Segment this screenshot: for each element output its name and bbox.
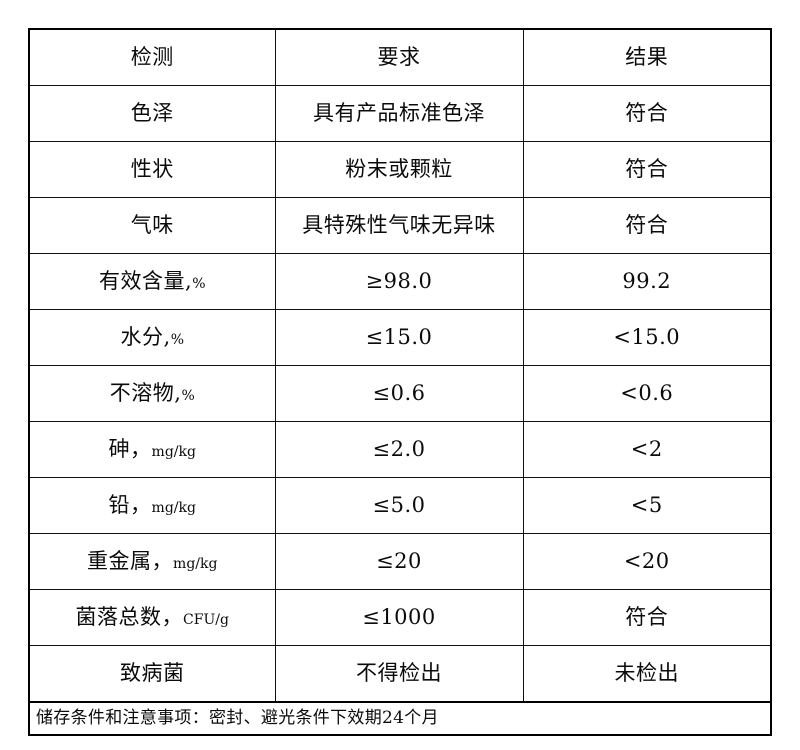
item-unit: % bbox=[181, 388, 195, 405]
cell-requirement: ≤15.0 bbox=[274, 309, 524, 366]
result-value: 符合 bbox=[625, 101, 669, 126]
table-row: 不溶物,% ≤0.6 <0.6 bbox=[28, 365, 772, 422]
requirement-value: ≤1000 bbox=[362, 605, 436, 630]
cell-result: 符合 bbox=[522, 589, 772, 646]
item-name: 重金属， bbox=[87, 549, 174, 574]
table-row: 水分,% ≤15.0 <15.0 bbox=[28, 309, 772, 366]
result-value: <15.0 bbox=[613, 325, 681, 350]
table-row: 气味 具特殊性气味无异味 符合 bbox=[28, 197, 772, 254]
storage-note-cell: 储存条件和注意事项：密封、避光条件下效期24个月 bbox=[28, 701, 772, 736]
spec-table-container: 检测 要求 结果 色泽 具有产品标准色泽 符合 性状 bbox=[28, 28, 772, 736]
item-unit: mg/kg bbox=[151, 500, 196, 517]
column-header-result-label: 结果 bbox=[625, 45, 669, 70]
item-name: 菌落总数， bbox=[75, 605, 184, 630]
item-name: 性状 bbox=[130, 157, 174, 182]
cell-requirement: 具特殊性气味无异味 bbox=[274, 197, 524, 254]
column-header-result: 结果 bbox=[522, 28, 772, 86]
result-value: 符合 bbox=[625, 157, 669, 182]
result-value: 99.2 bbox=[622, 269, 672, 294]
cell-item: 砷，mg/kg bbox=[28, 421, 276, 478]
storage-note-text: 储存条件和注意事项：密封、避光条件下效期24个月 bbox=[36, 707, 439, 728]
item-name: 致病菌 bbox=[120, 661, 185, 686]
table-row: 色泽 具有产品标准色泽 符合 bbox=[28, 85, 772, 142]
storage-note-row: 储存条件和注意事项：密封、避光条件下效期24个月 bbox=[28, 701, 772, 736]
cell-result: <20 bbox=[522, 533, 772, 590]
result-value: <20 bbox=[623, 549, 670, 574]
column-header-item: 检测 bbox=[28, 28, 276, 86]
requirement-value: 具有产品标准色泽 bbox=[313, 101, 485, 126]
cell-item: 性状 bbox=[28, 141, 276, 198]
item-name: 水分, bbox=[120, 325, 171, 350]
cell-item: 致病菌 bbox=[28, 645, 276, 703]
cell-item: 色泽 bbox=[28, 85, 276, 142]
cell-result: 符合 bbox=[522, 197, 772, 254]
cell-requirement: 不得检出 bbox=[274, 645, 524, 703]
cell-result: 未检出 bbox=[522, 645, 772, 703]
specification-table: 检测 要求 结果 色泽 具有产品标准色泽 符合 性状 bbox=[28, 28, 772, 736]
requirement-value: 具特殊性气味无异味 bbox=[302, 213, 496, 238]
item-unit: % bbox=[170, 332, 184, 349]
cell-item: 水分,% bbox=[28, 309, 276, 366]
cell-result: <0.6 bbox=[522, 365, 772, 422]
table-row: 重金属，mg/kg ≤20 <20 bbox=[28, 533, 772, 590]
result-value: <5 bbox=[630, 493, 663, 518]
cell-result: <2 bbox=[522, 421, 772, 478]
requirement-value: ≤5.0 bbox=[372, 493, 426, 518]
item-name: 不溶物, bbox=[109, 381, 182, 406]
item-unit: % bbox=[192, 276, 206, 293]
requirement-value: ≤20 bbox=[376, 549, 422, 574]
item-name: 有效含量, bbox=[99, 269, 193, 294]
table-header-row: 检测 要求 结果 bbox=[28, 28, 772, 86]
table-row: 砷，mg/kg ≤2.0 <2 bbox=[28, 421, 772, 478]
result-value: 未检出 bbox=[614, 661, 679, 686]
result-value: <0.6 bbox=[620, 381, 674, 406]
result-value: <2 bbox=[630, 437, 663, 462]
cell-requirement: ≤5.0 bbox=[274, 477, 524, 534]
cell-result: <15.0 bbox=[522, 309, 772, 366]
table-row: 有效含量,% ≥98.0 99.2 bbox=[28, 253, 772, 310]
table-body: 色泽 具有产品标准色泽 符合 性状 粉末或颗粒 符合 气味 具特殊性气味无异味 … bbox=[28, 85, 772, 736]
requirement-value: ≤2.0 bbox=[372, 437, 426, 462]
cell-item: 重金属，mg/kg bbox=[28, 533, 276, 590]
requirement-value: ≤15.0 bbox=[365, 325, 433, 350]
item-unit: mg/kg bbox=[173, 556, 218, 573]
item-name: 色泽 bbox=[130, 101, 174, 126]
table-row: 致病菌 不得检出 未检出 bbox=[28, 645, 772, 703]
cell-item: 铅，mg/kg bbox=[28, 477, 276, 534]
table-header: 检测 要求 结果 bbox=[28, 28, 772, 86]
cell-requirement: 具有产品标准色泽 bbox=[274, 85, 524, 142]
cell-requirement: ≤0.6 bbox=[274, 365, 524, 422]
requirement-value: 不得检出 bbox=[356, 661, 442, 686]
cell-result: 符合 bbox=[522, 141, 772, 198]
column-header-requirement-label: 要求 bbox=[377, 45, 421, 70]
cell-item: 有效含量,% bbox=[28, 253, 276, 310]
cell-item: 不溶物,% bbox=[28, 365, 276, 422]
table-row: 性状 粉末或颗粒 符合 bbox=[28, 141, 772, 198]
column-header-item-label: 检测 bbox=[130, 45, 174, 70]
cell-result: 符合 bbox=[522, 85, 772, 142]
cell-item: 气味 bbox=[28, 197, 276, 254]
table-row: 铅，mg/kg ≤5.0 <5 bbox=[28, 477, 772, 534]
item-unit: CFU/g bbox=[183, 612, 229, 629]
result-value: 符合 bbox=[625, 605, 669, 630]
result-value: 符合 bbox=[625, 213, 669, 238]
item-name: 铅， bbox=[108, 493, 152, 518]
cell-item: 菌落总数，CFU/g bbox=[28, 589, 276, 646]
column-header-requirement: 要求 bbox=[274, 28, 524, 86]
cell-result: 99.2 bbox=[522, 253, 772, 310]
cell-requirement: ≤2.0 bbox=[274, 421, 524, 478]
requirement-value: ≥98.0 bbox=[365, 269, 433, 294]
cell-result: <5 bbox=[522, 477, 772, 534]
cell-requirement: ≤20 bbox=[274, 533, 524, 590]
cell-requirement: ≤1000 bbox=[274, 589, 524, 646]
requirement-value: ≤0.6 bbox=[372, 381, 426, 406]
item-unit: mg/kg bbox=[151, 444, 196, 461]
requirement-value: 粉末或颗粒 bbox=[345, 157, 453, 182]
item-name: 气味 bbox=[130, 213, 174, 238]
cell-requirement: 粉末或颗粒 bbox=[274, 141, 524, 198]
item-name: 砷， bbox=[108, 437, 152, 462]
cell-requirement: ≥98.0 bbox=[274, 253, 524, 310]
table-row: 菌落总数，CFU/g ≤1000 符合 bbox=[28, 589, 772, 646]
